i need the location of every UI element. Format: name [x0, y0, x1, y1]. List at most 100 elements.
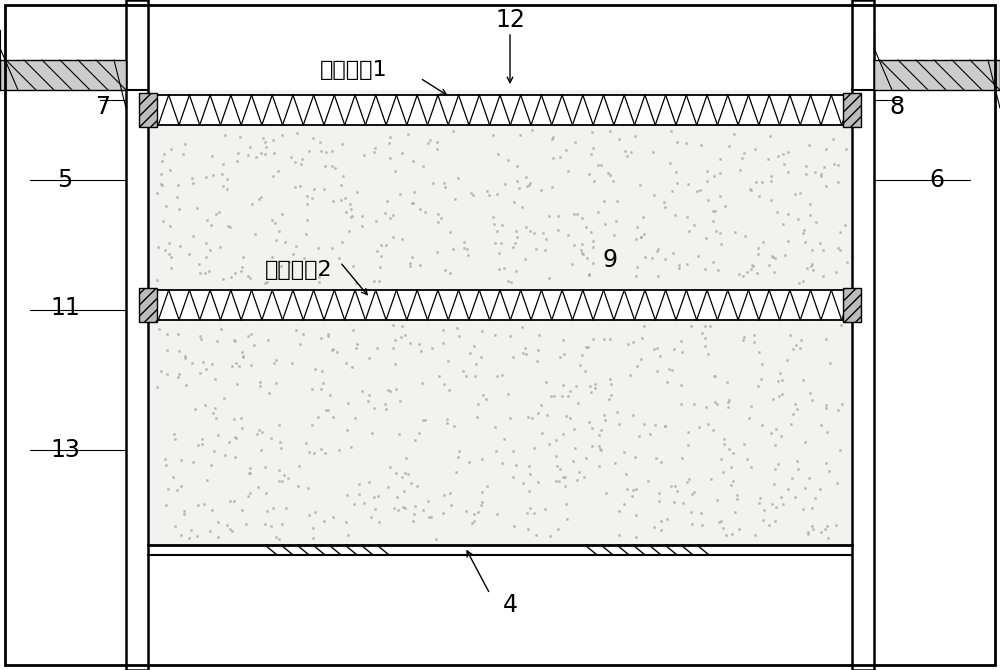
Point — [210, 516, 226, 527]
Point — [344, 362, 360, 373]
Point — [242, 468, 258, 478]
Bar — [874, 60, 1000, 90]
Point — [348, 342, 364, 353]
Point — [369, 245, 385, 256]
Point — [486, 219, 502, 230]
Point — [816, 161, 832, 172]
Point — [313, 444, 329, 454]
Point — [815, 271, 831, 281]
Point — [176, 509, 192, 519]
Point — [338, 517, 354, 527]
Point — [509, 176, 525, 186]
Point — [311, 271, 327, 282]
Point — [440, 356, 456, 366]
Point — [631, 430, 647, 441]
Point — [439, 413, 455, 424]
Point — [596, 334, 612, 344]
Point — [479, 186, 495, 196]
Point — [240, 330, 256, 341]
Point — [420, 496, 436, 507]
Point — [271, 464, 287, 475]
Point — [312, 136, 328, 147]
Point — [208, 208, 224, 219]
Point — [287, 156, 303, 167]
Point — [770, 375, 786, 386]
Point — [170, 329, 186, 340]
Point — [371, 517, 387, 528]
Point — [632, 180, 648, 190]
Point — [310, 243, 326, 253]
Point — [838, 143, 854, 154]
Point — [217, 130, 233, 141]
Point — [253, 192, 269, 202]
Point — [587, 383, 603, 393]
Point — [149, 274, 165, 285]
Point — [502, 330, 518, 341]
Point — [769, 207, 785, 218]
Point — [227, 267, 243, 278]
Point — [451, 446, 467, 456]
Point — [514, 202, 530, 212]
Point — [335, 170, 351, 181]
Point — [721, 444, 737, 455]
Point — [583, 387, 599, 397]
Point — [741, 413, 757, 423]
Point — [812, 484, 828, 494]
Point — [386, 503, 402, 514]
Point — [538, 234, 554, 245]
Point — [774, 375, 790, 385]
Bar — [843, 288, 861, 322]
Point — [804, 394, 820, 405]
Point — [753, 373, 769, 384]
Point — [713, 454, 729, 464]
Point — [415, 160, 431, 171]
Point — [405, 155, 421, 166]
Point — [403, 478, 419, 488]
Point — [699, 165, 715, 176]
Point — [558, 498, 574, 509]
Point — [637, 251, 653, 262]
Point — [487, 329, 503, 340]
Point — [277, 237, 293, 248]
Point — [257, 148, 273, 159]
Point — [642, 428, 658, 439]
Point — [479, 481, 495, 492]
Point — [620, 339, 636, 350]
Point — [468, 358, 484, 369]
Point — [679, 211, 695, 222]
Point — [564, 259, 580, 269]
Point — [628, 509, 644, 520]
Point — [300, 483, 316, 494]
Point — [522, 469, 538, 480]
Point — [717, 200, 733, 211]
Point — [572, 359, 588, 370]
Point — [656, 197, 672, 208]
Point — [697, 321, 713, 332]
Point — [232, 131, 248, 142]
Point — [712, 190, 728, 201]
Point — [792, 187, 808, 198]
Point — [684, 519, 700, 529]
Point — [657, 420, 673, 431]
Point — [210, 429, 226, 440]
Point — [320, 329, 336, 340]
Point — [214, 169, 230, 180]
Bar — [148, 290, 852, 320]
Point — [744, 259, 760, 270]
Point — [715, 523, 731, 534]
Point — [222, 524, 238, 535]
Point — [261, 387, 277, 398]
Point — [240, 150, 256, 161]
Point — [802, 198, 818, 209]
Point — [833, 320, 849, 331]
Point — [219, 520, 235, 531]
Point — [805, 524, 821, 535]
Point — [394, 234, 410, 245]
Point — [347, 413, 363, 423]
Point — [289, 127, 305, 138]
Point — [798, 169, 814, 180]
Point — [222, 496, 238, 507]
Point — [789, 404, 805, 415]
Bar — [148, 90, 852, 545]
Point — [541, 210, 557, 221]
